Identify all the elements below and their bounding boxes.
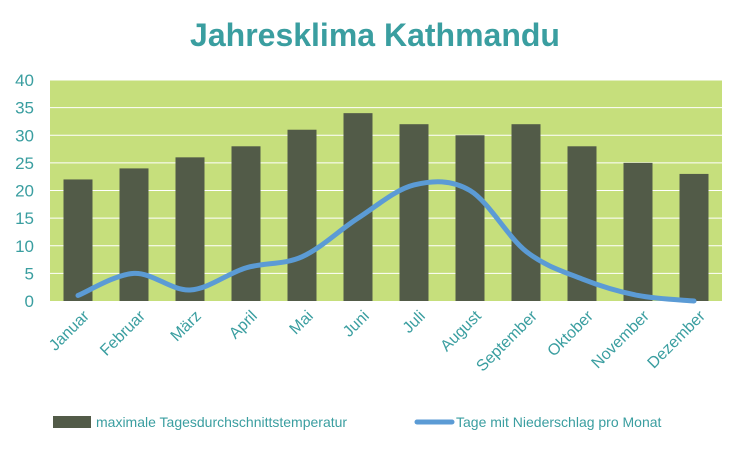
legend: maximale Tagesdurchschnittstemperatur Ta…: [53, 414, 662, 430]
bar: [175, 157, 205, 301]
series-line: [75, 179, 697, 304]
bar: [623, 162, 653, 301]
y-tick-label: 35: [15, 99, 34, 118]
x-tick-label: Mai: [287, 308, 317, 338]
bar: [511, 124, 541, 301]
legend-bar-label: maximale Tagesdurchschnittstemperatur: [96, 414, 347, 430]
x-axis: Januar Februar März April Mai Juni Juli AugustS…: [46, 307, 709, 375]
x-tick-label: März: [168, 308, 205, 345]
bar: [119, 168, 149, 301]
legend-bar-swatch: [53, 416, 91, 428]
chart-title: Jahresklima Kathmandu: [190, 17, 560, 53]
x-tick-label: Oktober: [545, 307, 598, 360]
bar: [399, 124, 429, 301]
x-tick-label: August: [438, 307, 486, 355]
bar: [231, 146, 261, 301]
x-tick-label: Januar: [46, 307, 93, 354]
y-axis: 0 5 10 15 20 25 30 35 40: [15, 71, 34, 311]
x-tick-label: November: [589, 307, 654, 372]
bar: [455, 135, 485, 301]
gridlines: [50, 79, 722, 274]
y-tick-label: 15: [15, 209, 34, 228]
x-tick-label: Juni: [340, 308, 373, 341]
x-tick-label: Februar: [97, 307, 149, 359]
y-tick-label: 20: [15, 182, 34, 201]
bar: [343, 113, 373, 302]
y-tick-label: 30: [15, 126, 34, 145]
y-tick-label: 40: [15, 71, 34, 90]
legend-line-label: Tage mit Niederschlag pro Monat: [456, 414, 662, 430]
y-tick-label: 25: [15, 154, 34, 173]
x-tick-label: September: [473, 307, 541, 375]
x-tick-label: Juli: [400, 308, 429, 337]
bar: [63, 179, 93, 301]
x-tick-label: April: [226, 308, 261, 343]
line-series: [75, 179, 697, 304]
bar: [679, 173, 709, 301]
y-tick-label: 0: [25, 292, 34, 311]
bar: [287, 129, 317, 301]
y-tick-label: 10: [15, 237, 34, 256]
x-tick-label: Dezember: [645, 307, 710, 372]
y-tick-label: 5: [25, 264, 34, 283]
